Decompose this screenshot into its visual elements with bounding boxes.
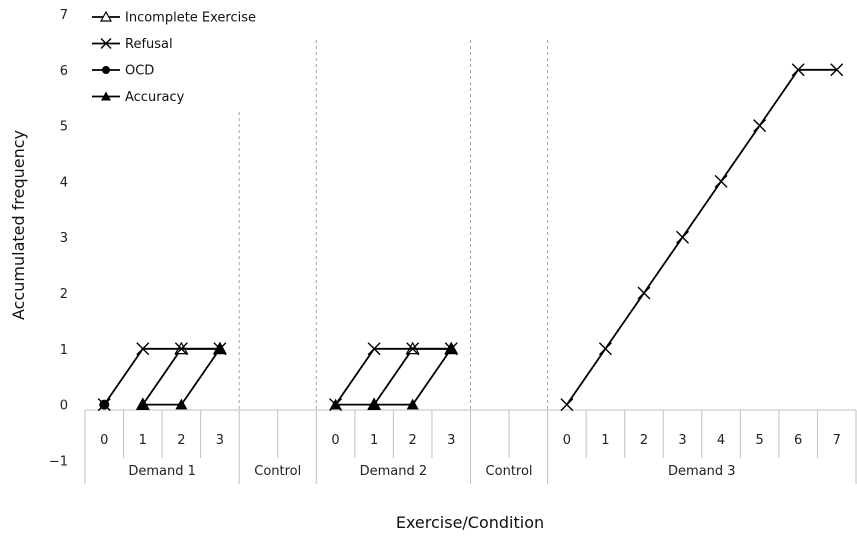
marker-x-stroke [100, 38, 112, 49]
x-group-label: Control [254, 464, 301, 479]
x-tick-label: 0 [331, 433, 339, 448]
legend-label: Incomplete Exercise [125, 11, 256, 26]
legend-label: OCD [125, 64, 154, 79]
x-tick-label: 0 [563, 433, 571, 448]
y-tick-label: 2 [60, 287, 68, 302]
y-axis-title: Accumulated frequency [9, 130, 28, 320]
legend-entry: Incomplete Exercise [92, 11, 256, 26]
series-line [103, 347, 220, 406]
y-tick-label: 4 [60, 175, 68, 190]
marker-x-stroke [791, 63, 805, 77]
marker-x [174, 342, 188, 356]
marker-x-stroke [598, 342, 612, 356]
series-layer [97, 63, 844, 412]
x-group-label: Demand 1 [128, 464, 196, 479]
marker-filled-triangle [329, 398, 342, 410]
marker-x-stroke [676, 230, 690, 244]
x-tick-label: 2 [640, 433, 648, 448]
marker-filled-triangle [136, 398, 149, 410]
marker-x-stroke [714, 174, 728, 188]
x-tick-label: 2 [409, 433, 417, 448]
x-tick-label: 3 [216, 433, 224, 448]
legend: Incomplete Exercise Refusal OCD Accuracy [92, 11, 256, 105]
x-tick-label: 0 [100, 433, 108, 448]
marker-x [406, 342, 420, 356]
x-tick-label: 7 [833, 433, 841, 448]
marker-filled-triangle [445, 342, 458, 354]
series-refusal [97, 63, 844, 412]
marker-filled-triangle [406, 398, 419, 410]
marker-x [676, 230, 690, 244]
series-line [334, 347, 452, 406]
marker-x-stroke [174, 342, 188, 356]
legend-entry: Refusal [92, 37, 173, 52]
marker-x [791, 63, 805, 77]
x-tick-label: 6 [794, 433, 802, 448]
y-tick-label: 0 [60, 399, 68, 414]
marker-x [560, 398, 574, 412]
marker-filled-triangle [368, 398, 381, 410]
legend-label: Accuracy [125, 90, 185, 105]
y-tick-label: 6 [60, 64, 68, 79]
x-group-label: Demand 2 [360, 464, 428, 479]
x-group-label: Control [486, 464, 533, 479]
marker-x [367, 342, 381, 356]
legend-entry: OCD [92, 64, 154, 79]
marker-x-stroke [560, 398, 574, 412]
marker-filled-triangle [213, 342, 226, 354]
marker-x-stroke [830, 63, 844, 77]
x-tick-label: 3 [678, 433, 686, 448]
marker-circle [99, 399, 110, 410]
marker-filled-triangle [175, 398, 188, 410]
x-tick-label: 1 [139, 433, 147, 448]
marker-x [598, 342, 612, 356]
marker-circle [102, 66, 110, 74]
series-accuracy [136, 342, 458, 410]
x-group-label: Demand 3 [668, 464, 736, 479]
marker-x-stroke [637, 286, 651, 300]
marker-x-stroke [367, 342, 381, 356]
x-tick-label: 1 [370, 433, 378, 448]
legend-label: Refusal [125, 37, 173, 52]
x-tick-label: 5 [755, 433, 763, 448]
x-tick-label: 1 [601, 433, 609, 448]
group-dividers [238, 40, 549, 410]
x-axis-title: Exercise/Condition [396, 513, 544, 532]
y-tick-label: 5 [60, 120, 68, 135]
marker-filled-triangle [101, 91, 111, 101]
marker-open-triangle [99, 10, 113, 22]
marker-x [136, 342, 150, 356]
series-line [142, 347, 220, 406]
series-ocd [99, 399, 110, 410]
legend-entry: Accuracy [92, 90, 185, 105]
x-tick-label: 3 [447, 433, 455, 448]
marker-x [830, 63, 844, 77]
marker-x-stroke [753, 119, 767, 133]
marker-x [100, 38, 112, 49]
x-tick-label: 2 [177, 433, 185, 448]
x-axis: 0 1 2 3 Demand 1 Control 0 1 2 3 Demand 2 Control 0 1… [84, 409, 857, 484]
y-tick-label: −1 [49, 454, 68, 469]
y-tick-label: 1 [60, 343, 68, 358]
series-line [142, 348, 221, 406]
y-tick-label: 7 [60, 8, 68, 23]
x-tick-label: 4 [717, 433, 725, 448]
series-line [566, 68, 837, 406]
marker-x [637, 286, 651, 300]
series-line [335, 348, 452, 406]
marker-x [753, 119, 767, 133]
y-tick-label: 3 [60, 231, 68, 246]
marker-x [714, 174, 728, 188]
y-axis-ticks: 7 6 5 4 3 2 1 0 −1 [49, 8, 68, 469]
marker-x-stroke [136, 342, 150, 356]
series-line [373, 347, 452, 406]
marker-x-stroke [406, 342, 420, 356]
